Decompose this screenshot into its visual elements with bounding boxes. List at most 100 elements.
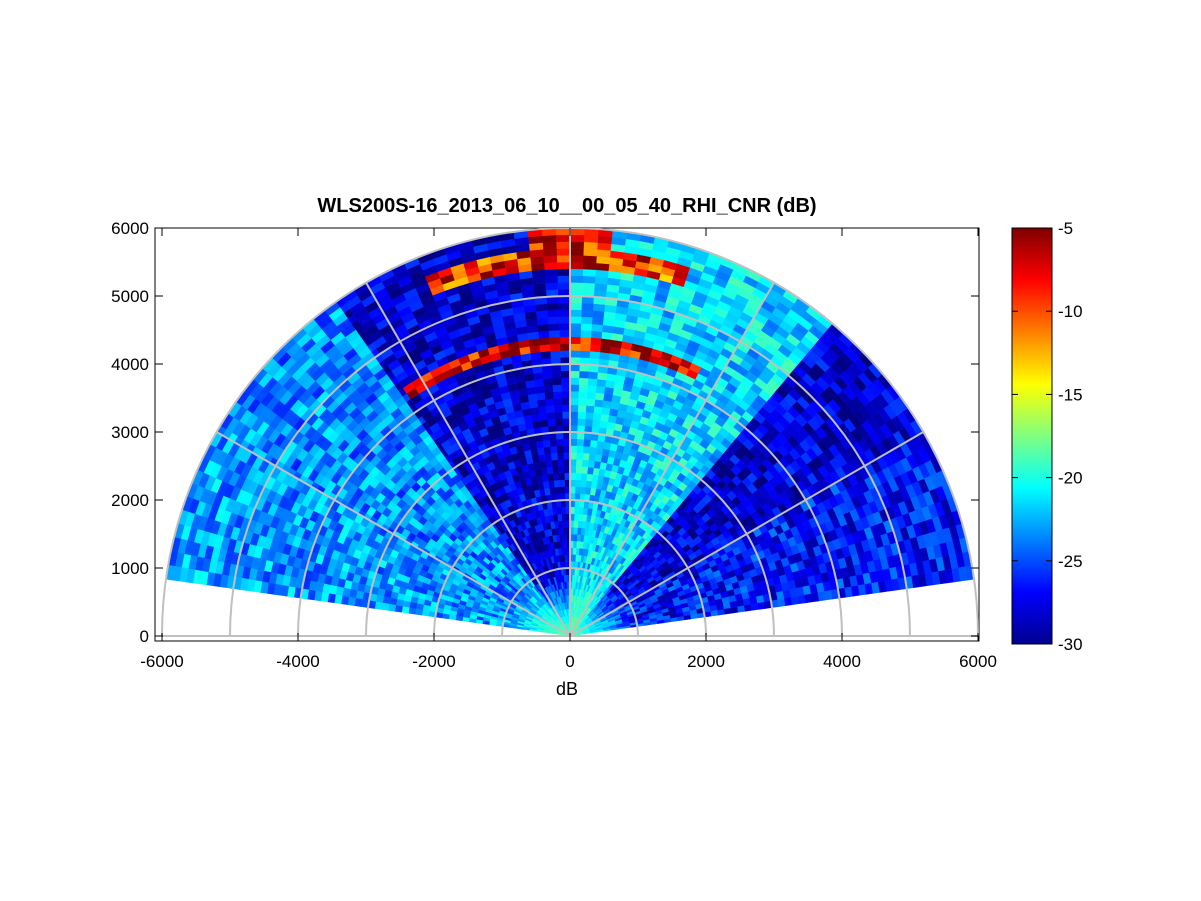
cnr-cell: [575, 465, 583, 474]
cnr-cell: [549, 439, 557, 447]
cnr-cell: [587, 371, 598, 380]
cnr-cell: [543, 261, 558, 270]
cnr-cell: [569, 350, 581, 358]
cnr-cell: [585, 480, 593, 489]
cnr-cell: [537, 405, 547, 415]
cnr-cell: [557, 275, 571, 283]
cnr-cell: [552, 391, 562, 399]
cnr-cell: [531, 269, 546, 278]
cnr-cell: [594, 276, 608, 285]
cnr-cell: [588, 453, 596, 462]
cnr-cell: [575, 540, 581, 549]
cnr-cell: [581, 466, 589, 474]
cnr-cell: [582, 255, 597, 264]
cnr-cell: [569, 234, 585, 243]
cnr-cell: [576, 438, 585, 447]
cnr-cell: [591, 316, 604, 326]
cnr-cell: [562, 418, 571, 426]
cnr-cell: [579, 343, 591, 352]
cnr-cell: [546, 411, 556, 420]
cnr-cell: [549, 350, 561, 359]
cnr-cell: [579, 350, 591, 359]
cnr-cell: [561, 404, 571, 412]
cnr-cell: [559, 486, 566, 494]
cnr-cell: [536, 399, 547, 408]
cnr-cell: [577, 418, 586, 426]
cnr-cell: [558, 479, 566, 488]
cnr-cell: [576, 527, 582, 535]
cnr-cell: [581, 459, 589, 468]
cnr-cell: [595, 447, 604, 456]
cnr-cell: [590, 330, 603, 339]
cnr-cell: [596, 440, 605, 449]
cnr-cell: [556, 248, 571, 256]
cnr-cell: [554, 418, 563, 426]
cnr-cell: [595, 262, 610, 272]
cnr-cell: [595, 385, 606, 394]
cnr-cell: [555, 438, 564, 447]
cnr-cell: [569, 241, 585, 249]
cnr-cell: [581, 302, 594, 311]
cnr-cell: [535, 310, 548, 319]
cnr-cell: [551, 377, 562, 386]
cnr-cell: [561, 411, 571, 419]
cnr-cell: [569, 268, 584, 277]
cnr-cell: [584, 486, 592, 495]
cnr-cell: [589, 439, 598, 448]
cnr-cell: [551, 370, 562, 379]
cnr-cell: [569, 282, 583, 290]
cnr-cell: [543, 446, 552, 455]
cnr-cell: [560, 384, 571, 392]
cnr-cell: [582, 268, 596, 277]
cnr-cell: [559, 343, 571, 351]
cnr-cell: [546, 302, 559, 311]
cnr-cell: [573, 513, 579, 521]
cnr-cell: [591, 323, 603, 332]
cnr-cell: [545, 405, 555, 414]
cnr-cell: [586, 384, 597, 393]
cnr-cell: [569, 275, 583, 283]
cnr-cell: [569, 254, 584, 263]
cnr-cell: [558, 322, 571, 331]
cnr-cell: [580, 329, 592, 338]
cnr-cell: [534, 303, 548, 312]
cnr-cell: [580, 316, 593, 325]
cnr-cell: [547, 323, 560, 331]
cnr-cell: [558, 472, 565, 481]
cnr-cell: [573, 533, 578, 542]
cnr-cell: [558, 316, 571, 324]
cnr-cell: [555, 241, 571, 249]
cnr-cell: [593, 399, 604, 408]
cnr-cell: [553, 479, 560, 488]
cnr-cell: [591, 474, 599, 483]
cnr-cell: [533, 378, 544, 388]
cnr-cell: [421, 609, 430, 617]
cnr-cell: [552, 384, 562, 393]
cnr-cell: [561, 390, 571, 399]
cnr-cell: [556, 452, 565, 460]
cnr-cell: [569, 302, 582, 311]
cnr-cell: [583, 234, 599, 243]
cnr-cell: [569, 329, 581, 338]
cnr-cell: [569, 397, 579, 406]
cnr-cell: [586, 391, 596, 400]
cnr-cell: [585, 398, 596, 407]
cnr-cell: [569, 309, 582, 317]
cnr-cell: [530, 262, 545, 272]
cnr-cell: [537, 323, 549, 332]
cnr-cell: [554, 411, 563, 420]
cnr-cell: [547, 418, 556, 427]
cnr-cell: [580, 472, 588, 481]
cnr-cell: [557, 459, 565, 467]
cnr-cell: [557, 465, 565, 474]
cnr-cell: [578, 384, 588, 393]
cnr-cell: [441, 613, 450, 620]
cnr-cell: [381, 602, 390, 611]
cnr-cell: [539, 344, 551, 353]
cnr-cell: [573, 527, 578, 535]
cnr-cell: [551, 466, 559, 474]
cnr-cell: [580, 479, 587, 488]
cnr-cell: [587, 459, 595, 468]
cnr-cell: [569, 261, 584, 270]
cnr-cell: [583, 241, 598, 250]
